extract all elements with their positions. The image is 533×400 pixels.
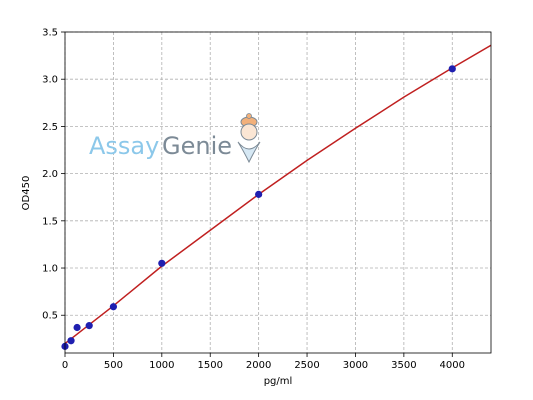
x-tick-label: 2500	[294, 360, 319, 371]
watermark-genie-text: Genie	[162, 132, 232, 160]
x-tick-label: 1000	[149, 360, 174, 371]
y-tick-label: 1.5	[42, 216, 58, 227]
x-axis-title: pg/ml	[264, 376, 293, 387]
data-point	[158, 259, 166, 267]
watermark: Assay Genie	[89, 113, 261, 164]
curve-layer	[65, 44, 491, 345]
data-point	[109, 303, 118, 311]
data-point	[85, 322, 93, 330]
data-point	[448, 65, 456, 73]
x-tick-label: 0	[62, 360, 68, 371]
x-tick-label: 500	[104, 360, 123, 371]
plot-frame	[64, 31, 492, 354]
x-tick-label: 1500	[198, 360, 223, 371]
y-tick-label: 0.5	[42, 311, 58, 322]
watermark-assay-text: Assay	[89, 132, 159, 160]
data-point	[73, 323, 81, 332]
points-layer	[61, 65, 456, 350]
y-tick-label: 3.5	[42, 28, 58, 39]
y-tick-label: 1.0	[42, 264, 58, 275]
x-tick-label: 4000	[440, 360, 465, 371]
x-tick-label: 2000	[246, 360, 271, 371]
y-tick-label: 2.5	[42, 122, 58, 133]
axes-layer: 0 500 1000 1500 2000 2500 3000 3500 4000 0.5 1.0 1.…	[42, 28, 492, 371]
grid-layer	[64, 31, 491, 353]
data-point	[255, 190, 263, 198]
x-tick-label: 3500	[391, 360, 416, 371]
x-tick-label: 3000	[343, 360, 368, 371]
y-tick-label: 2.0	[42, 169, 58, 180]
data-point	[67, 337, 75, 345]
fit-curve	[65, 44, 491, 345]
genie-icon	[237, 113, 261, 164]
y-axis-title: OD450	[21, 176, 32, 211]
y-tick-label: 3.0	[42, 75, 58, 86]
